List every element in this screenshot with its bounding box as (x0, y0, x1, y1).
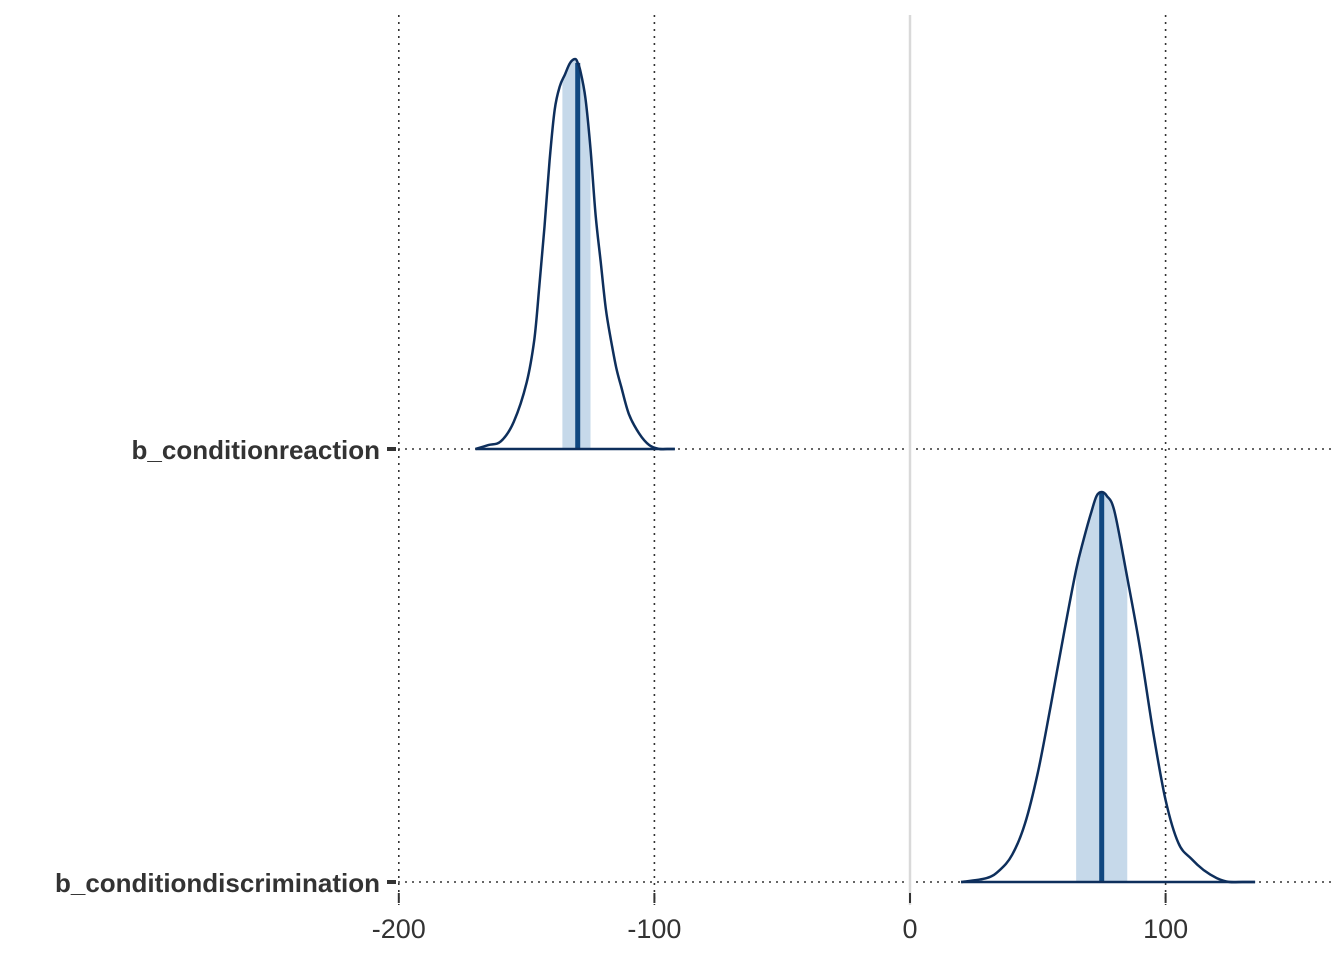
density-curve (475, 57, 675, 451)
density-layer (475, 57, 1256, 884)
x-tick-label: -200 (372, 914, 426, 944)
density-curve (960, 490, 1256, 884)
x-tick-label: -100 (627, 914, 681, 944)
x-tick-label: 0 (902, 914, 917, 944)
density-b_conditionreaction (475, 57, 675, 451)
y-tick-label: b_conditiondiscrimination (55, 868, 380, 898)
density-b_conditiondiscrimination (960, 490, 1256, 884)
grid-layer (397, 15, 1336, 905)
y-tick-label: b_conditionreaction (132, 435, 380, 465)
x-tick-label: 100 (1143, 914, 1188, 944)
axis-layer: b_conditionreaction b_conditiondiscrimina… (55, 435, 1188, 944)
